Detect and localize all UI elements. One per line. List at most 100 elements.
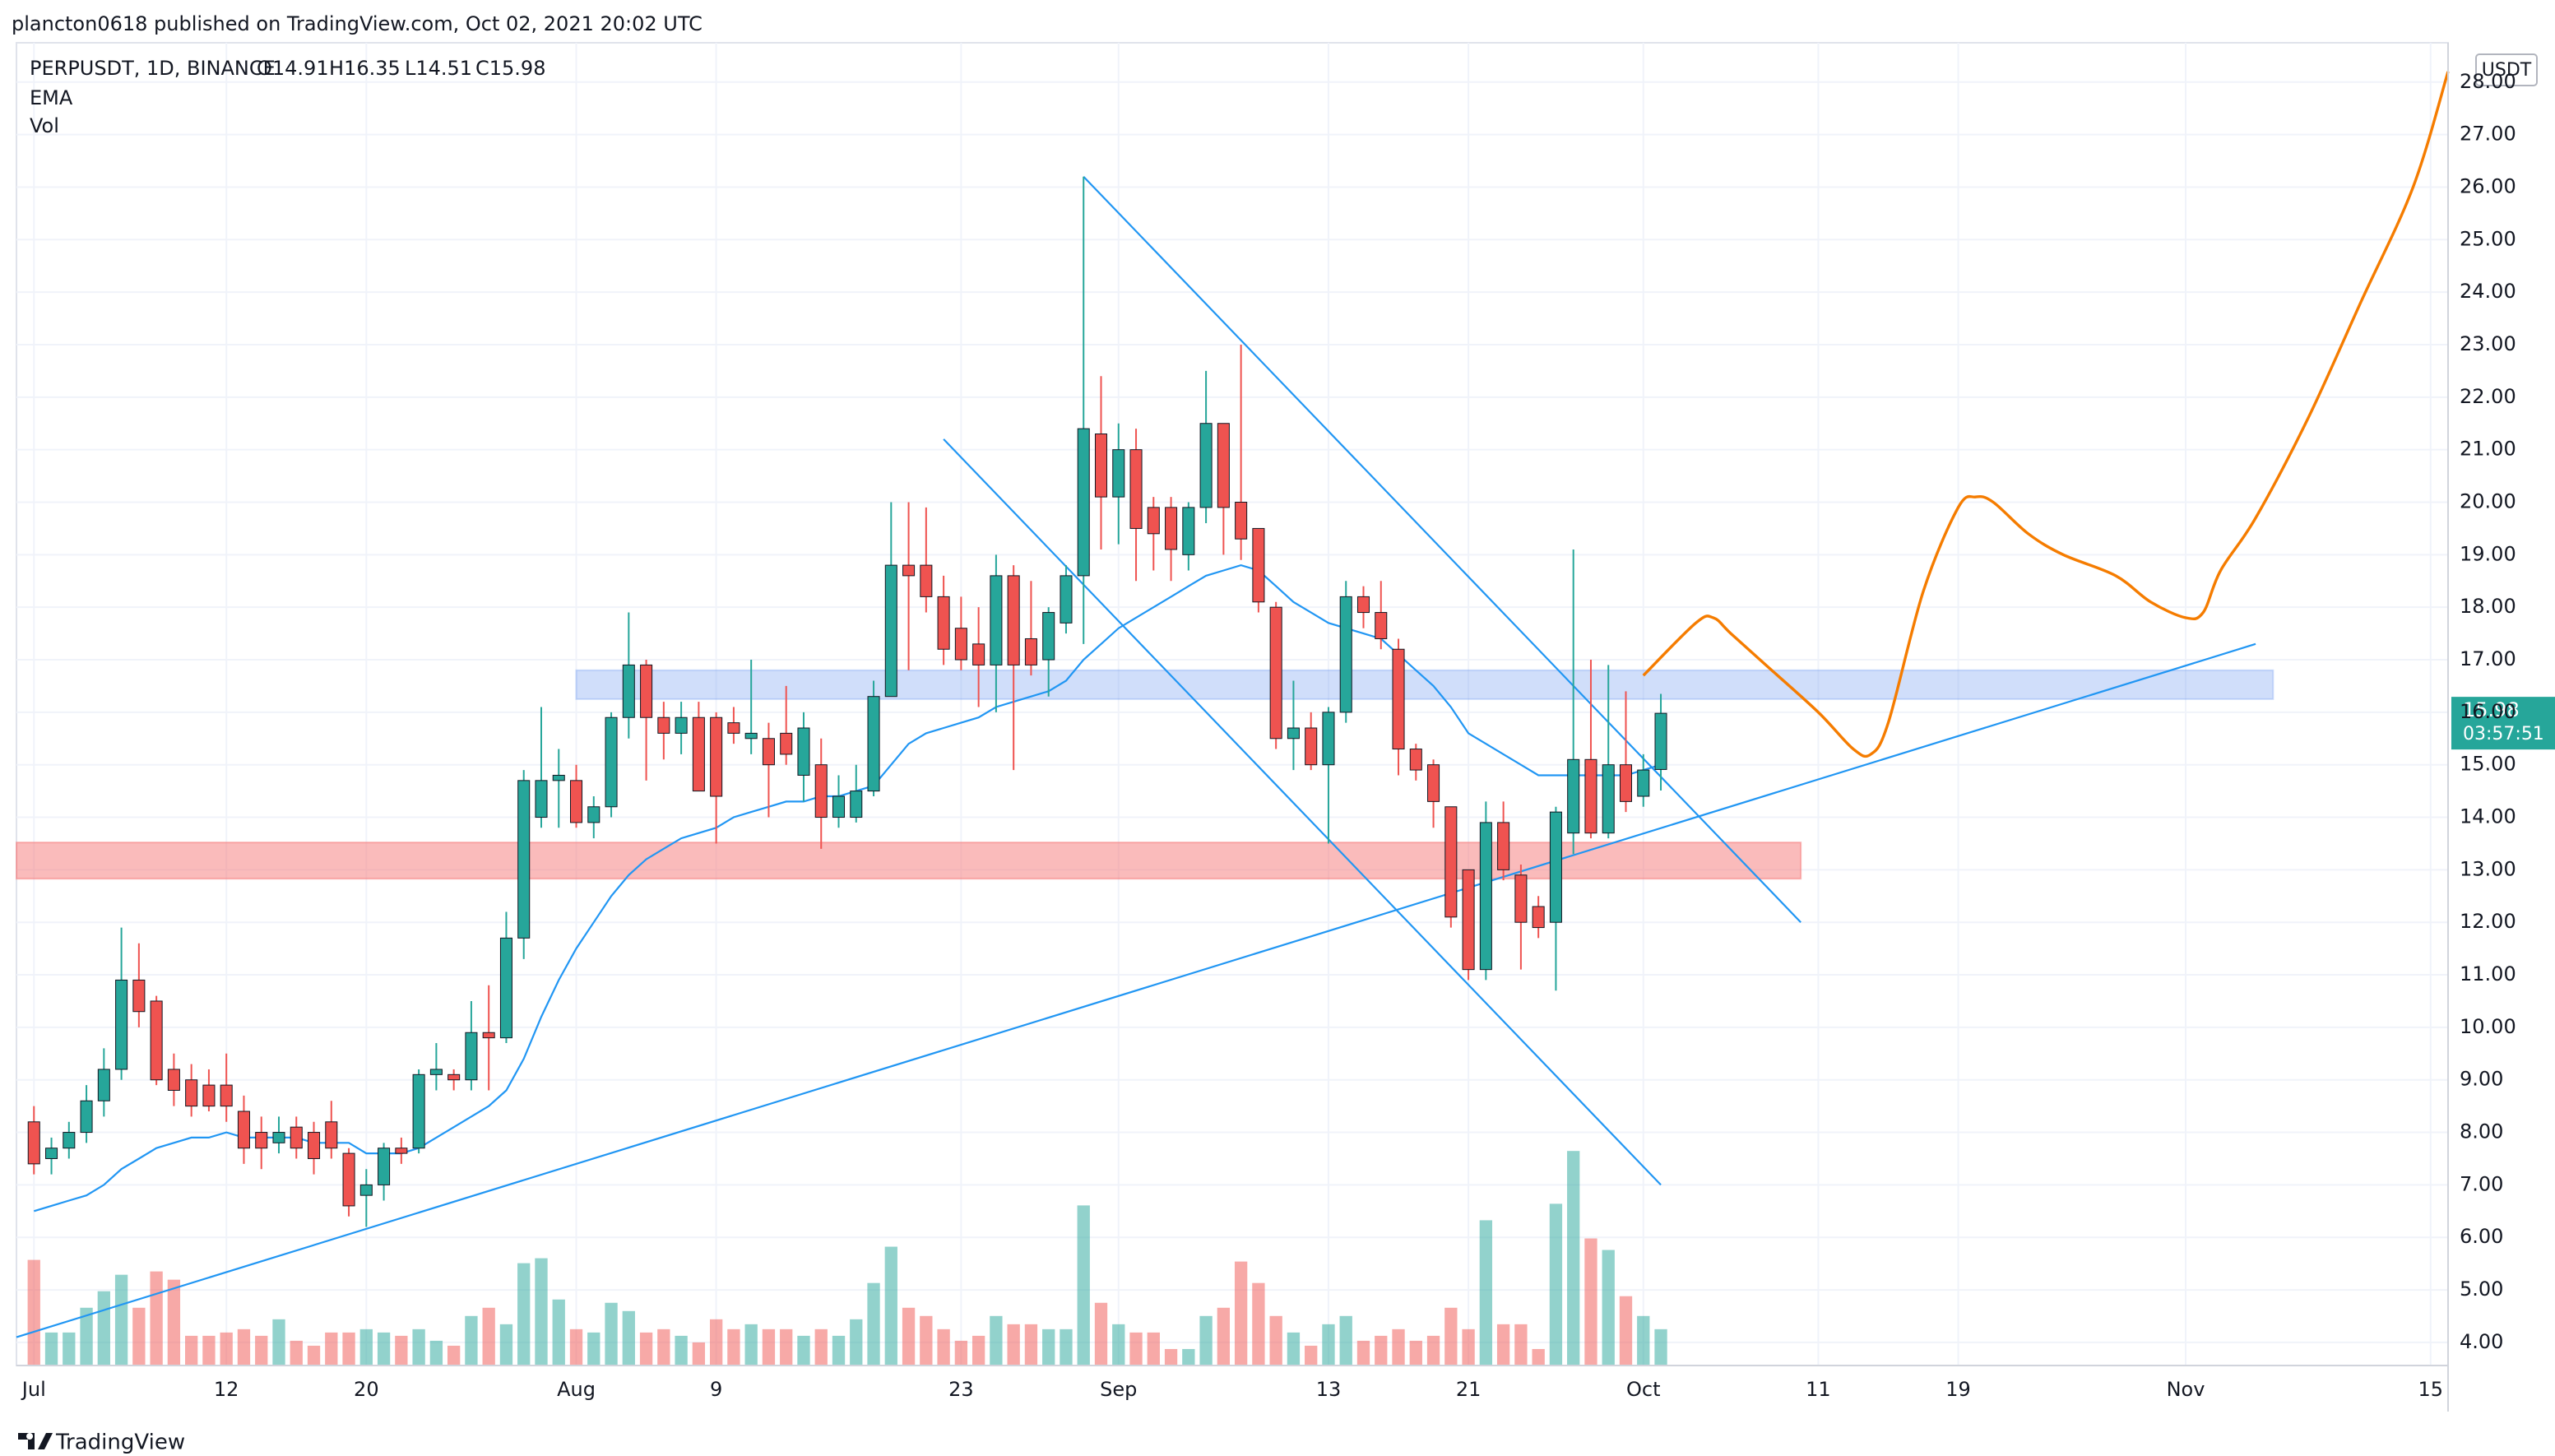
candle-body (1024, 638, 1037, 665)
plot (16, 43, 2450, 1366)
y-tick-label: 21.00 (2460, 438, 2516, 461)
candle-body (97, 1069, 110, 1101)
candle-body (1199, 423, 1213, 508)
x-tick-label: Sep (1100, 1378, 1137, 1401)
volume-bar (80, 1307, 93, 1366)
candle-body (710, 716, 723, 797)
candle-body (1654, 712, 1667, 770)
y-tick-label: 27.00 (2460, 123, 2516, 146)
volume-bar (657, 1328, 670, 1366)
candle-body (552, 774, 565, 781)
candle-body (675, 716, 688, 734)
candle-body (202, 1084, 216, 1107)
y-tick-label: 25.00 (2460, 227, 2516, 250)
candle-body (1007, 575, 1020, 665)
candle-body (1619, 764, 1633, 802)
volume-bar (1584, 1238, 1597, 1366)
candle-body (1322, 712, 1335, 766)
candle-body (622, 664, 635, 718)
candle-body (132, 979, 146, 1013)
candle-body (832, 795, 846, 818)
y-tick-label: 28.00 (2460, 70, 2516, 93)
volume-bar (990, 1315, 1003, 1366)
volume-bar (1462, 1328, 1475, 1366)
volume-bar (639, 1332, 653, 1366)
candle-body (308, 1132, 321, 1159)
candle-body (1112, 449, 1125, 498)
candle-body (1602, 764, 1615, 834)
brand[interactable]: TradingView (18, 1430, 185, 1455)
candle-body (1479, 822, 1492, 971)
volume-bar (1269, 1315, 1282, 1366)
volume-bar (587, 1332, 600, 1366)
candle-body (80, 1100, 93, 1134)
brand-name: TradingView (55, 1430, 185, 1455)
y-tick-label: 7.00 (2460, 1172, 2503, 1195)
volume-bar (202, 1335, 216, 1366)
candle-body (395, 1148, 408, 1154)
candle-body (482, 1032, 495, 1039)
candle-body (587, 806, 600, 823)
candle-body (990, 575, 1003, 665)
volume-bar (255, 1335, 268, 1366)
volume-bar (867, 1282, 880, 1366)
volume-bar (1322, 1324, 1335, 1366)
volume-bar (1164, 1348, 1178, 1366)
volume-bar (1532, 1348, 1545, 1366)
candle-body (1060, 575, 1073, 624)
candle-body (780, 732, 793, 755)
currency-badge[interactable]: USDT (2475, 53, 2538, 86)
price-label: 15.98 03:57:51 (2451, 697, 2555, 750)
candle-body (920, 564, 933, 597)
candle-body (1339, 596, 1352, 713)
volume-bar (1567, 1151, 1580, 1366)
legend-ema[interactable]: EMA (30, 86, 73, 109)
volume-bar (1217, 1307, 1231, 1366)
volume-bar (150, 1271, 163, 1366)
candle-body (1217, 423, 1230, 508)
candle-body (325, 1121, 338, 1149)
y-tick-label: 15.00 (2460, 753, 2516, 776)
volume-bar (1409, 1340, 1422, 1366)
volume-bar (482, 1307, 495, 1366)
x-tick-label: 11 (1806, 1378, 1831, 1401)
volume-bar (359, 1328, 373, 1366)
y-tick-label: 24.00 (2460, 280, 2516, 303)
candle-body (272, 1132, 285, 1143)
candle-body (1637, 769, 1650, 797)
candle-body (692, 716, 705, 792)
volume-bar (1024, 1324, 1038, 1366)
price-label-value: 15.98 (2463, 698, 2520, 721)
volume-bar (272, 1319, 285, 1366)
y-tick-label: 4.00 (2460, 1330, 2503, 1353)
trend-line (943, 438, 1662, 1186)
volume-bar (1356, 1340, 1370, 1366)
volume-bar (744, 1324, 758, 1366)
candle-body (1444, 806, 1458, 918)
legend-vol[interactable]: Vol (30, 114, 59, 137)
volume-bar (1339, 1315, 1352, 1366)
legend: PERPUSDT, 1D, BINANCE O14.91 H16.35 L14.… (30, 57, 545, 137)
volume-bar (762, 1328, 776, 1366)
candle-body (902, 564, 916, 577)
legend-high: H16.35 (329, 57, 401, 80)
y-tick-label: 8.00 (2460, 1120, 2503, 1143)
x-tick-label: 13 (1316, 1378, 1342, 1401)
candle-body (499, 937, 512, 1039)
candle-body (167, 1069, 180, 1091)
candle-body (954, 628, 967, 661)
y-tick-label: 26.00 (2460, 174, 2516, 197)
candle-body (797, 727, 810, 776)
volume-bar (1129, 1332, 1143, 1366)
volume-bar (1077, 1205, 1090, 1366)
volume-bar (709, 1319, 723, 1366)
candle-body (762, 738, 775, 766)
volume-bar (517, 1263, 531, 1366)
volume-bar (1199, 1315, 1213, 1366)
volume-bar (237, 1328, 251, 1366)
y-tick-label: 19.00 (2460, 542, 2516, 565)
candle-body (1427, 764, 1440, 802)
volume-bar (902, 1307, 916, 1366)
candle-body (867, 696, 880, 792)
